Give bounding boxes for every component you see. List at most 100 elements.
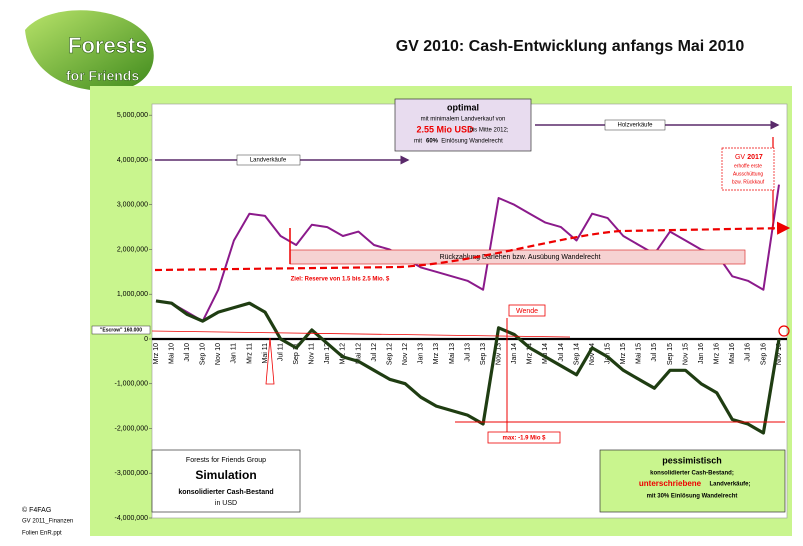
- x-tick-label: Nov 14: [589, 343, 596, 365]
- series-line: [155, 299, 781, 435]
- label-box: [604, 119, 666, 131]
- optimal-box: [394, 98, 532, 152]
- x-tick-label: Mai 14: [542, 343, 549, 364]
- label-box: [508, 304, 546, 317]
- x-tick-label: Mai 11: [262, 343, 269, 364]
- footer: GV 2011_Finanzen: [22, 519, 73, 525]
- annotation: mit: [414, 139, 422, 145]
- x-tick-label: Nov 12: [402, 343, 409, 365]
- marker: [265, 337, 275, 385]
- label-box: [487, 431, 561, 444]
- x-tick-label: Mrz 12: [340, 343, 347, 365]
- y-tick-label: 1,000,000: [117, 291, 148, 298]
- annotation: bis Mitte 2012;: [469, 128, 508, 134]
- y-tick-label: 0: [144, 336, 148, 343]
- plot: 5,000,000 4,000,000 3,000,000 2,000,000 1,00…: [115, 112, 787, 522]
- annotation: Landverkäufe: [250, 158, 287, 164]
- x-tick-label: Jul 13: [464, 343, 471, 362]
- x-tick-label: Jan 15: [605, 343, 612, 364]
- x-tick-label: Sep 16: [760, 343, 767, 365]
- y-tick-label: 4,000,000: [117, 157, 148, 164]
- logo-text: Forests: [68, 33, 147, 58]
- x-tick-label: Jul 16: [745, 343, 752, 362]
- y-tick-label: 3,000,000: [117, 202, 148, 209]
- annotation: unterschriebene: [639, 479, 702, 488]
- annotation: max: -1.9 Mio $: [502, 436, 546, 442]
- x-tick-label: Sep 11: [293, 343, 300, 365]
- x-tick-label: Mai 12: [355, 343, 362, 364]
- x-tick-label: Sep 10: [200, 343, 207, 365]
- footer: © F4FAG: [22, 506, 51, 514]
- annotation: "Escrow" 160.000: [100, 327, 142, 333]
- logo-leaf: [25, 10, 154, 91]
- x-tick-label: Mai 13: [449, 343, 456, 364]
- x-tick-label: Mrz 11: [246, 343, 253, 364]
- annotation: erhoffe erste: [734, 163, 762, 169]
- marker: [778, 325, 790, 337]
- x-tick-label: Jul 14: [558, 343, 565, 362]
- annotation: 2017: [747, 154, 763, 161]
- annotation: Holzverkäufe: [617, 123, 653, 129]
- label-box: [236, 154, 301, 166]
- footer: Folien EnR.ppt: [22, 531, 62, 537]
- annotation: konsolidierter Cash-Bestand: [178, 489, 273, 496]
- x-tick-label: Mrz 14: [527, 343, 534, 365]
- x-tick-label: Sep 12: [386, 343, 393, 365]
- annotation: bzw. Rückkauf: [732, 179, 765, 185]
- series-line: [155, 184, 780, 323]
- annotation: Ausschüttung: [733, 171, 764, 177]
- x-tick-label: Nov 15: [682, 343, 689, 365]
- x-tick-label: Mrz 16: [714, 343, 721, 365]
- x-tick-label: Jan 11: [231, 343, 238, 364]
- x-tick-label: Mai 10: [168, 343, 175, 364]
- label-box: [91, 325, 151, 335]
- annotation: in USD: [215, 500, 237, 507]
- annotation: 2.55 Mio USD: [416, 124, 474, 134]
- annotation: konsolidierter Cash-Bestand;: [650, 471, 734, 477]
- x-tick-label: Mai 15: [636, 343, 643, 364]
- x-tick-label: Jul 15: [651, 343, 658, 362]
- annotation: Simulation: [195, 468, 256, 482]
- escrow-line: [151, 330, 571, 338]
- x-tick-label: Jan 13: [418, 343, 425, 364]
- x-tick-label: Jan 12: [324, 343, 331, 364]
- annotation: mit minimalem Landverkauf von: [421, 117, 506, 123]
- x-tick-label: Jan 14: [511, 343, 518, 364]
- annotation: Wende: [516, 308, 538, 315]
- annotation: Landverkäufe;: [709, 482, 750, 488]
- annotation: GV: [735, 154, 745, 161]
- x-tick-label: Sep 13: [480, 343, 487, 365]
- y-tick-label: -3,000,000: [115, 470, 149, 477]
- simulation-box: [151, 449, 301, 513]
- y-tick-label: -1,000,000: [115, 381, 149, 388]
- x-tick-label: Jan 16: [698, 343, 705, 364]
- x-tick-label: Mrz 10: [153, 343, 160, 365]
- logo-text: for Friends: [66, 68, 139, 84]
- annotation: optimal: [447, 102, 479, 112]
- annotation: 60%: [426, 139, 439, 145]
- y-tick-label: -4,000,000: [115, 515, 149, 522]
- annotation: mit 30% Einlösung Wandelrecht: [647, 494, 738, 500]
- pessimistic-box: [599, 449, 786, 513]
- annotation: pessimistisch: [662, 455, 722, 465]
- x-tick-label: Mrz 15: [620, 343, 627, 365]
- plot-area: [151, 103, 788, 519]
- gv-box: [721, 147, 775, 191]
- y-tick-label: 2,000,000: [117, 246, 148, 253]
- annotation: Ziel: Reserve von 1.5 bis 2.5 Mio. $: [291, 277, 390, 283]
- annotation: Forests for Friends Group: [186, 457, 266, 464]
- x-tick-label: Nov 13: [495, 343, 502, 365]
- target-line: [154, 221, 791, 272]
- x-tick-label: Mrz 13: [433, 343, 440, 365]
- y-tick-label: 5,000,000: [117, 112, 148, 119]
- x-tick-label: Jul 12: [371, 343, 378, 362]
- x-tick-label: Nov 16: [776, 343, 783, 365]
- annotations: Rückzahlung Darlehen bzw. Ausübung Wande…: [91, 98, 791, 513]
- slide-title: GV 2010: Cash-Entwicklung anfangs Mai 20…: [396, 38, 745, 55]
- x-tick-label: Jul 11: [277, 343, 284, 361]
- x-tick-label: Sep 14: [573, 343, 580, 365]
- x-tick-label: Jul 10: [184, 343, 191, 362]
- x-tick-label: Nov 11: [309, 343, 316, 365]
- y-tick-label: -2,000,000: [115, 425, 149, 432]
